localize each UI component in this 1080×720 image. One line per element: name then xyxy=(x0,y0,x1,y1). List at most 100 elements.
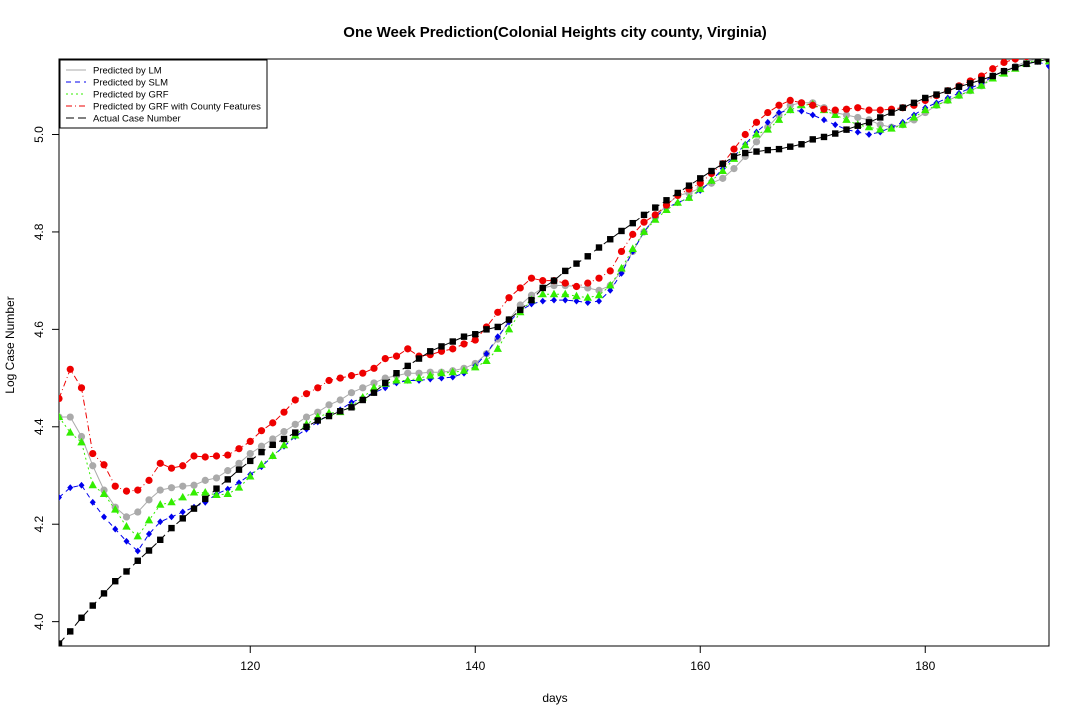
data-point xyxy=(854,122,861,129)
data-point xyxy=(684,193,694,201)
data-point xyxy=(235,445,243,453)
data-point xyxy=(504,324,514,333)
data-point xyxy=(954,90,964,99)
data-point xyxy=(99,489,109,498)
data-point xyxy=(538,289,547,298)
data-point xyxy=(234,483,244,491)
data-point xyxy=(876,106,884,114)
x-tick-label: 140 xyxy=(465,659,485,673)
data-point xyxy=(179,462,187,470)
data-point xyxy=(100,590,108,597)
data-point xyxy=(955,83,963,90)
data-point xyxy=(505,294,513,302)
data-point xyxy=(741,140,750,149)
data-point xyxy=(752,129,761,138)
data-point xyxy=(66,428,75,436)
data-point xyxy=(258,448,265,456)
data-point xyxy=(145,476,153,484)
data-point xyxy=(472,331,479,338)
legend-label: Predicted by LM xyxy=(93,66,162,77)
data-point xyxy=(449,373,456,381)
data-point xyxy=(584,299,591,306)
data-point xyxy=(865,119,873,126)
data-point xyxy=(201,487,210,496)
y-tick-label: 4.6 xyxy=(32,321,46,338)
data-point xyxy=(134,557,141,564)
data-point xyxy=(550,277,558,284)
data-point xyxy=(595,286,603,294)
data-point xyxy=(922,94,929,102)
data-point xyxy=(561,279,569,287)
legend-label: Actual Case Number xyxy=(93,114,181,125)
data-point xyxy=(246,437,254,446)
data-point xyxy=(516,284,524,292)
data-point xyxy=(123,568,130,575)
data-point xyxy=(651,215,660,223)
y-tick-label: 4.0 xyxy=(32,613,46,630)
x-axis: 120 140 160 180 xyxy=(240,646,936,673)
data-point xyxy=(854,104,862,112)
data-point xyxy=(246,471,255,480)
data-point xyxy=(787,143,794,150)
data-point xyxy=(1000,67,1008,75)
data-point xyxy=(359,396,366,404)
data-point xyxy=(618,269,625,277)
data-point xyxy=(157,536,164,544)
data-point xyxy=(67,628,74,635)
data-point xyxy=(448,367,457,376)
data-point xyxy=(831,106,839,114)
y-tick-label: 4.2 xyxy=(32,516,46,533)
data-point xyxy=(539,284,546,292)
data-point xyxy=(101,513,107,521)
data-point xyxy=(122,487,131,495)
data-point xyxy=(628,244,637,252)
data-point xyxy=(336,374,344,382)
data-point xyxy=(842,115,851,123)
data-point xyxy=(404,362,411,370)
data-point xyxy=(493,344,502,352)
data-point xyxy=(606,267,614,275)
data-point xyxy=(325,401,333,409)
data-point xyxy=(539,297,546,305)
data-point xyxy=(59,412,64,421)
plot-area xyxy=(58,58,1050,647)
data-point xyxy=(595,274,603,282)
data-point xyxy=(730,145,738,153)
data-point xyxy=(549,289,559,298)
data-point xyxy=(212,490,221,498)
data-point xyxy=(752,118,761,126)
data-point xyxy=(223,489,232,498)
data-point xyxy=(1000,59,1008,67)
data-point xyxy=(775,145,783,153)
data-point xyxy=(797,99,806,107)
data-point xyxy=(1045,59,1049,63)
data-point xyxy=(291,396,299,404)
legend-label: Predicted by SLM xyxy=(93,78,168,89)
data-point xyxy=(112,578,119,585)
data-point xyxy=(213,485,220,492)
data-point xyxy=(280,428,288,436)
data-point xyxy=(224,451,232,459)
data-point xyxy=(403,375,412,384)
data-point xyxy=(89,449,97,458)
data-point xyxy=(190,481,198,489)
data-point xyxy=(572,282,581,291)
data-point xyxy=(607,286,614,294)
data-point xyxy=(302,413,311,421)
data-point xyxy=(212,452,221,460)
data-point xyxy=(236,479,242,487)
data-point xyxy=(156,486,164,494)
data-point xyxy=(697,175,704,182)
data-point xyxy=(764,146,771,154)
data-point xyxy=(269,441,276,449)
data-point xyxy=(764,118,771,126)
data-point xyxy=(112,525,119,533)
data-point xyxy=(347,389,356,397)
data-point xyxy=(573,260,580,267)
series-layer xyxy=(59,59,1049,646)
data-point xyxy=(719,160,726,167)
data-point xyxy=(652,204,659,211)
data-point xyxy=(595,244,603,251)
